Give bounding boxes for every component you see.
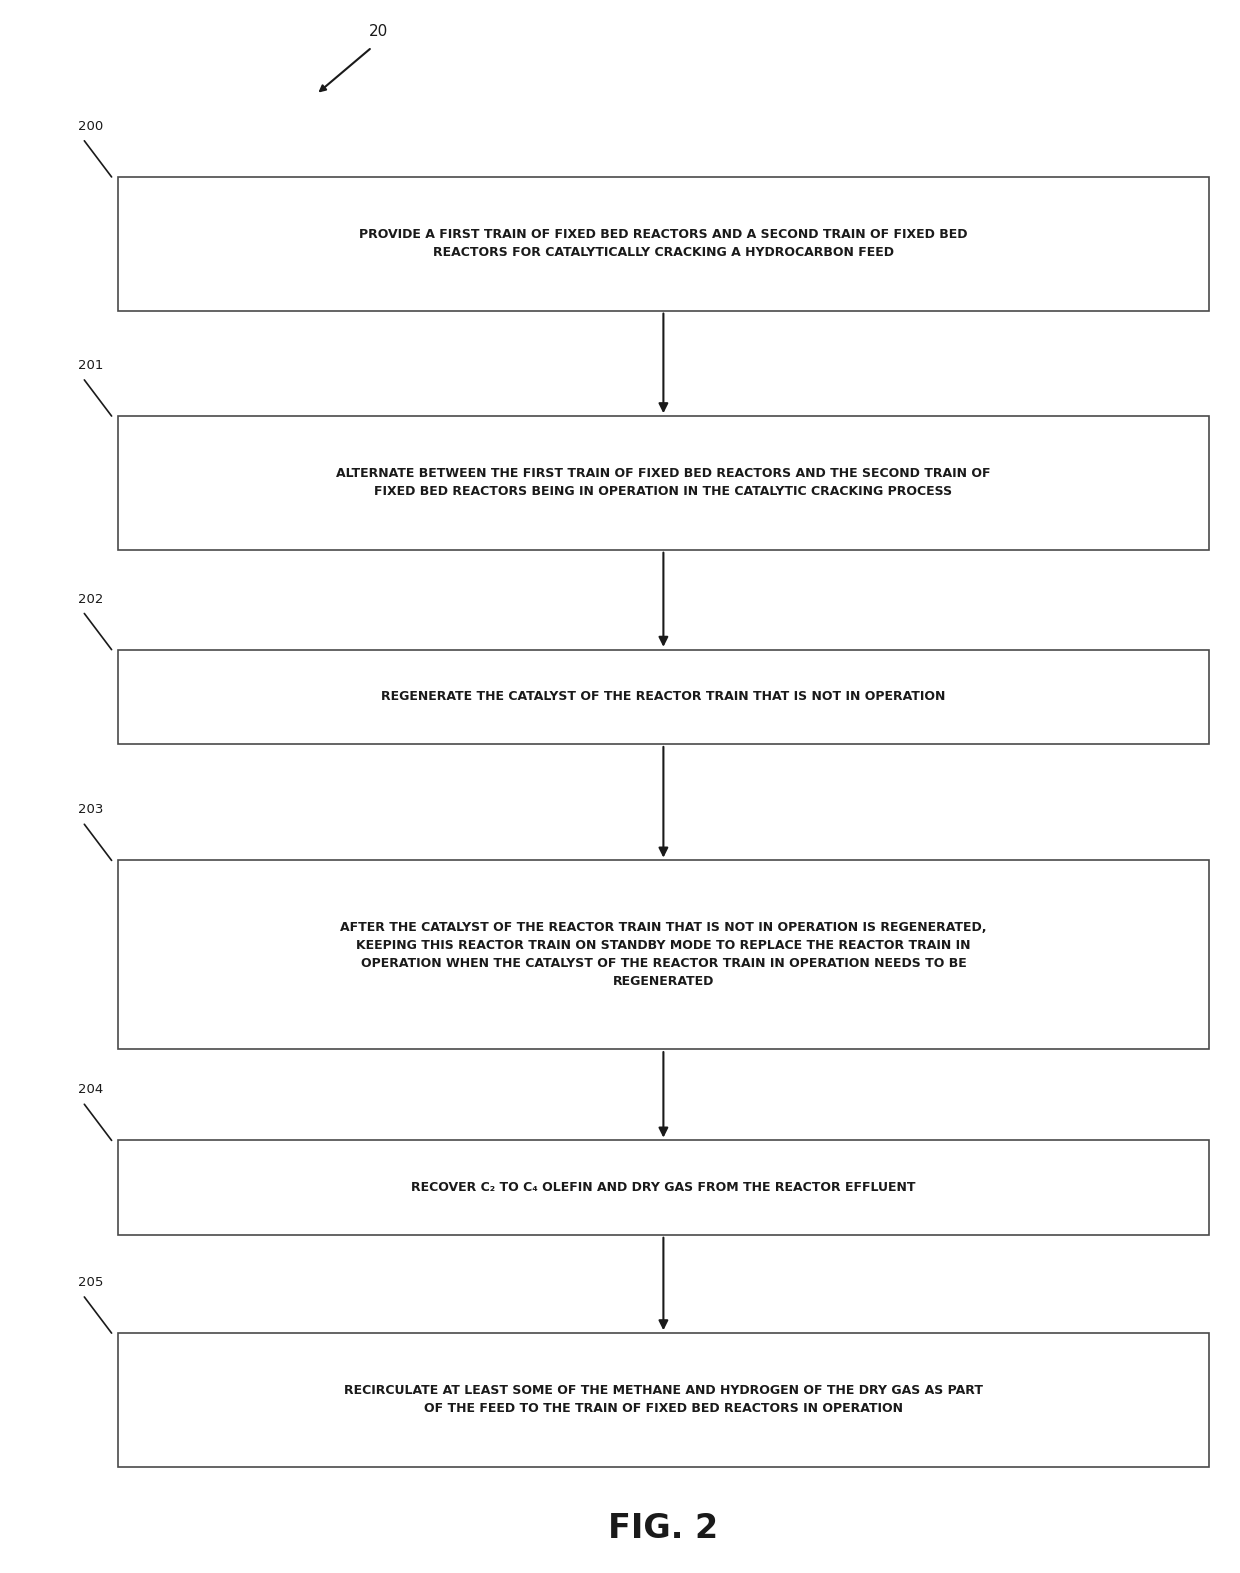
Text: PROVIDE A FIRST TRAIN OF FIXED BED REACTORS AND A SECOND TRAIN OF FIXED BED
REAC: PROVIDE A FIRST TRAIN OF FIXED BED REACT… — [360, 228, 967, 260]
Text: 202: 202 — [78, 593, 103, 606]
Text: 201: 201 — [78, 359, 103, 371]
Text: 205: 205 — [78, 1276, 103, 1290]
Text: 20: 20 — [368, 24, 388, 39]
Bar — [118, 1140, 1209, 1235]
Text: 204: 204 — [78, 1084, 103, 1096]
Bar — [118, 178, 1209, 311]
Bar — [118, 1332, 1209, 1466]
Text: FIG. 2: FIG. 2 — [609, 1513, 718, 1545]
Text: REGENERATE THE CATALYST OF THE REACTOR TRAIN THAT IS NOT IN OPERATION: REGENERATE THE CATALYST OF THE REACTOR T… — [381, 691, 946, 703]
Text: ALTERNATE BETWEEN THE FIRST TRAIN OF FIXED BED REACTORS AND THE SECOND TRAIN OF
: ALTERNATE BETWEEN THE FIRST TRAIN OF FIX… — [336, 467, 991, 499]
Bar — [118, 860, 1209, 1049]
Text: 203: 203 — [78, 804, 103, 816]
Text: RECOVER C₂ TO C₄ OLEFIN AND DRY GAS FROM THE REACTOR EFFLUENT: RECOVER C₂ TO C₄ OLEFIN AND DRY GAS FROM… — [412, 1181, 915, 1194]
Text: AFTER THE CATALYST OF THE REACTOR TRAIN THAT IS NOT IN OPERATION IS REGENERATED,: AFTER THE CATALYST OF THE REACTOR TRAIN … — [340, 922, 987, 988]
Text: RECIRCULATE AT LEAST SOME OF THE METHANE AND HYDROGEN OF THE DRY GAS AS PART
OF : RECIRCULATE AT LEAST SOME OF THE METHANE… — [343, 1384, 983, 1416]
Bar — [118, 417, 1209, 551]
Bar — [118, 650, 1209, 744]
Text: 200: 200 — [78, 120, 103, 134]
